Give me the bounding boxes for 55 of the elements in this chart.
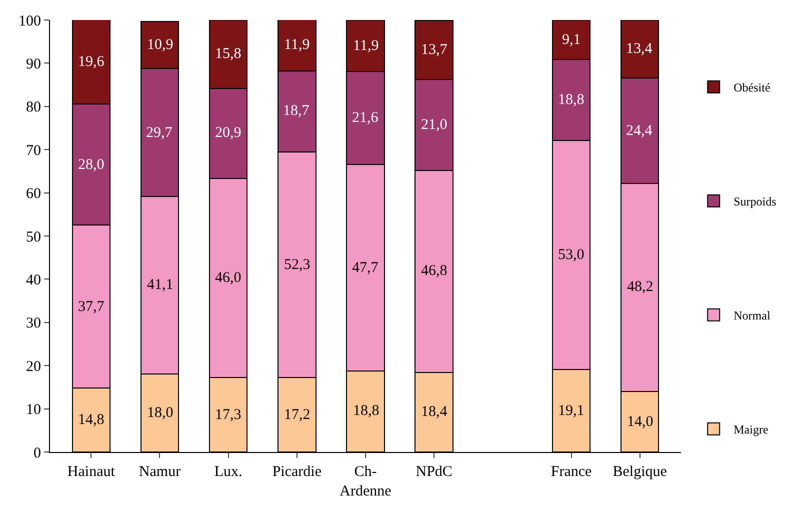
- x-tick-label: Hainaut: [67, 464, 116, 480]
- x-tick-label: Namur: [138, 464, 181, 480]
- x-tick-label: France: [550, 464, 592, 480]
- x-tick-label: Picardie: [272, 464, 322, 480]
- data-label: 17,2: [284, 407, 310, 423]
- y-tick-label: 100: [18, 13, 41, 30]
- y-tick-label: 60: [26, 186, 41, 202]
- y-tick-label: 90: [26, 56, 41, 72]
- y-tick-label: 70: [26, 142, 41, 159]
- data-label: 11,9: [284, 37, 310, 53]
- y-tick-label: 20: [26, 358, 41, 375]
- data-label: 41,1: [147, 277, 174, 293]
- legend-label: Surpoids: [734, 194, 777, 209]
- data-label: 10,9: [147, 37, 174, 53]
- data-label: 19,1: [558, 403, 584, 419]
- data-label: 48,2: [627, 279, 654, 295]
- data-label: 29,7: [146, 125, 173, 141]
- legend-label: Obésité: [734, 80, 770, 95]
- data-label: 14,8: [78, 412, 104, 428]
- data-label: 52,3: [284, 257, 310, 273]
- data-label: 18,0: [147, 405, 174, 421]
- x-tick-label: Ch-Ardenne: [340, 464, 392, 500]
- data-label: 9,1: [562, 32, 581, 48]
- y-tick-label: 0: [34, 445, 41, 462]
- legend-label: Maigre: [734, 422, 768, 437]
- y-tick-label: 30: [26, 316, 41, 332]
- data-label: 18,4: [421, 404, 448, 420]
- x-tick-label: Lux.: [214, 464, 242, 480]
- data-label: 18,8: [558, 92, 584, 108]
- legend-label: Normal: [734, 308, 771, 323]
- data-label: 15,8: [215, 46, 242, 62]
- data-label: 11,9: [353, 38, 379, 54]
- data-label: 18,7: [283, 103, 310, 119]
- data-label: 13,7: [421, 42, 448, 58]
- data-label: 24,4: [626, 123, 653, 139]
- data-label: 21,0: [421, 117, 448, 133]
- y-tick-label: 80: [26, 100, 41, 116]
- data-label: 14,0: [627, 414, 654, 430]
- data-label: 19,6: [78, 54, 105, 70]
- y-tick-label: 10: [26, 402, 41, 418]
- x-tick-label: NPdC: [416, 464, 452, 480]
- data-label: 46,0: [215, 270, 242, 286]
- data-label: 20,9: [215, 125, 242, 141]
- data-label: 47,7: [352, 260, 379, 276]
- data-label: 21,6: [352, 110, 379, 126]
- data-label: 46,8: [421, 263, 448, 279]
- data-label: 53,0: [558, 247, 584, 263]
- y-tick-label: 40: [26, 272, 41, 288]
- y-tick-label: 50: [26, 229, 41, 246]
- data-label: 37,7: [78, 299, 105, 315]
- x-tick-label: Belgique: [612, 464, 668, 480]
- data-label: 17,3: [215, 407, 242, 423]
- data-label: 28,0: [78, 157, 104, 173]
- data-label: 13,4: [626, 41, 653, 57]
- data-label: 18,8: [353, 403, 380, 419]
